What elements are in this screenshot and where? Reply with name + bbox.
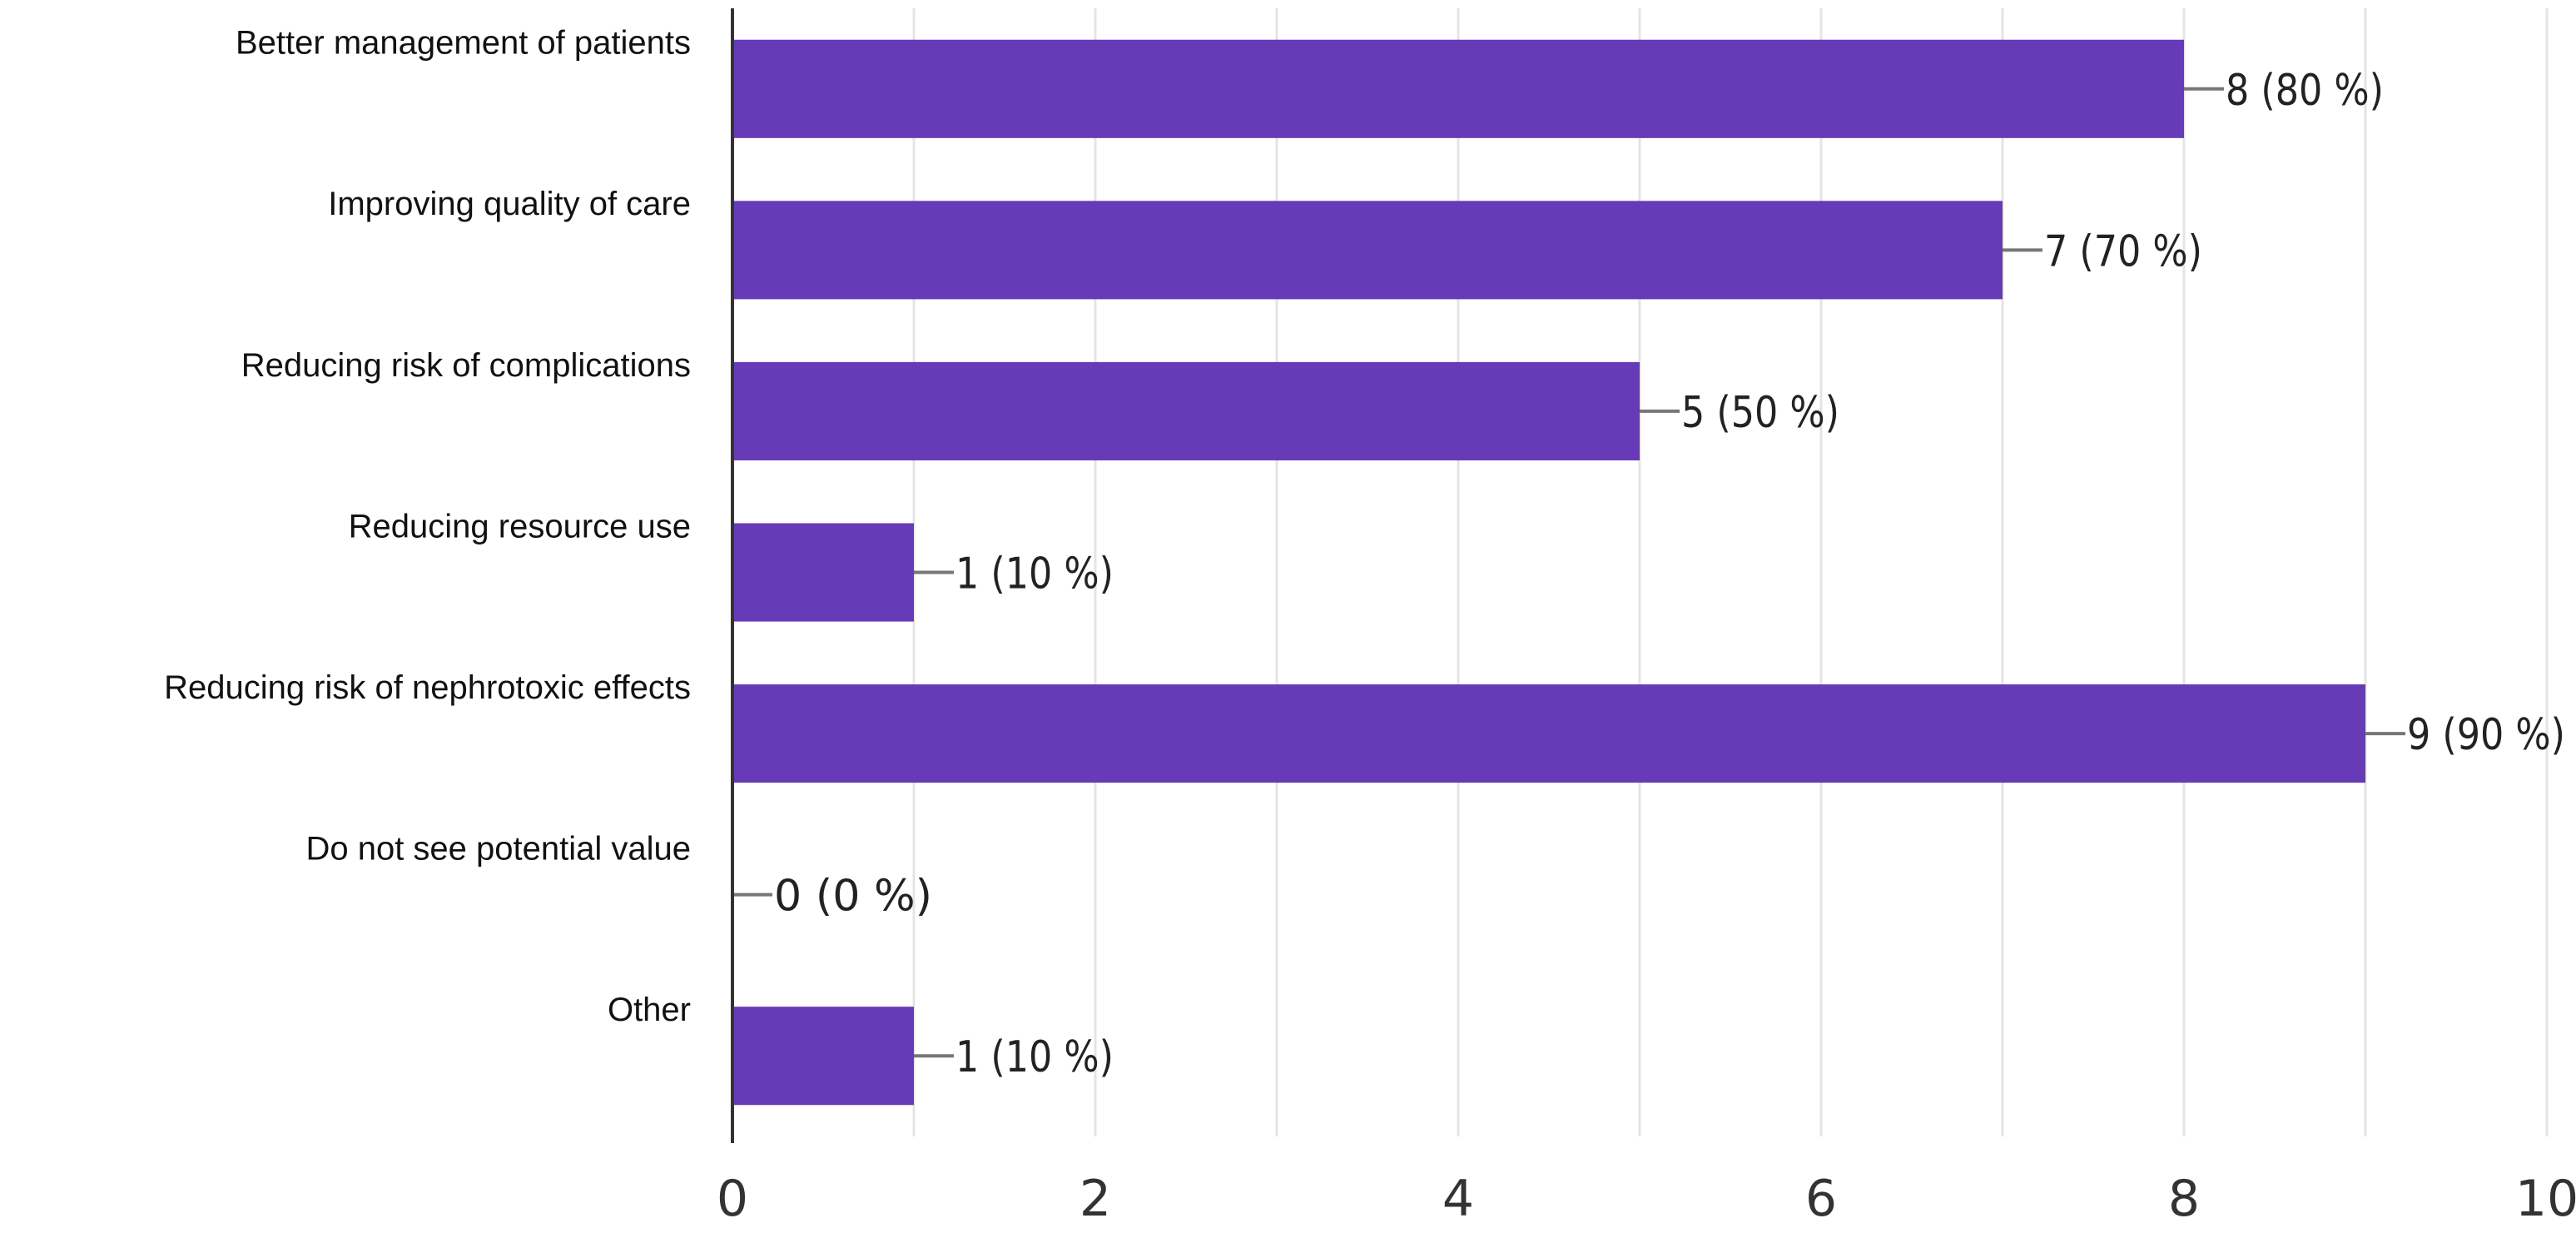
- bar: [732, 39, 2184, 138]
- category-label: Reducing risk of nephrotoxic effects: [164, 669, 691, 706]
- category-labels: Better management of patients Improving q…: [164, 25, 691, 1028]
- data-label: 5 (50 %): [1681, 388, 1839, 438]
- data-label: 0 (0 %): [774, 872, 932, 922]
- data-label: 7 (70 %): [2044, 226, 2202, 276]
- x-axis-ticks: 0 2 4 6 8 10: [717, 1170, 2576, 1228]
- category-label: Reducing resource use: [349, 508, 691, 544]
- x-tick-label: 2: [1080, 1170, 1111, 1228]
- gridlines: [912, 8, 2549, 1136]
- x-tick-label: 6: [1805, 1170, 1837, 1228]
- category-label: Improving quality of care: [328, 186, 691, 222]
- x-tick-label: 0: [717, 1170, 748, 1228]
- bar: [732, 201, 2003, 300]
- category-label: Do not see potential value: [305, 831, 691, 868]
- data-label: 9 (90 %): [2407, 710, 2565, 760]
- bars: 8 (80 %) 7 (70 %) 5 (50 %) 1 (10 %) 9 (90 %)…: [732, 39, 2565, 1106]
- data-label: 8 (80 %): [2226, 66, 2384, 116]
- category-label: Reducing risk of complications: [241, 347, 691, 384]
- bar: [732, 684, 2365, 783]
- x-tick-label: 10: [2515, 1170, 2576, 1228]
- bar: [732, 361, 1640, 460]
- category-label: Better management of patients: [236, 25, 691, 62]
- x-tick-label: 8: [2168, 1170, 2200, 1228]
- data-label: 1 (10 %): [955, 549, 1114, 599]
- x-tick-label: 4: [1442, 1170, 1474, 1228]
- data-label: 1 (10 %): [955, 1032, 1114, 1082]
- bar: [732, 523, 914, 622]
- category-label: Other: [608, 992, 691, 1028]
- bar: [732, 1007, 914, 1106]
